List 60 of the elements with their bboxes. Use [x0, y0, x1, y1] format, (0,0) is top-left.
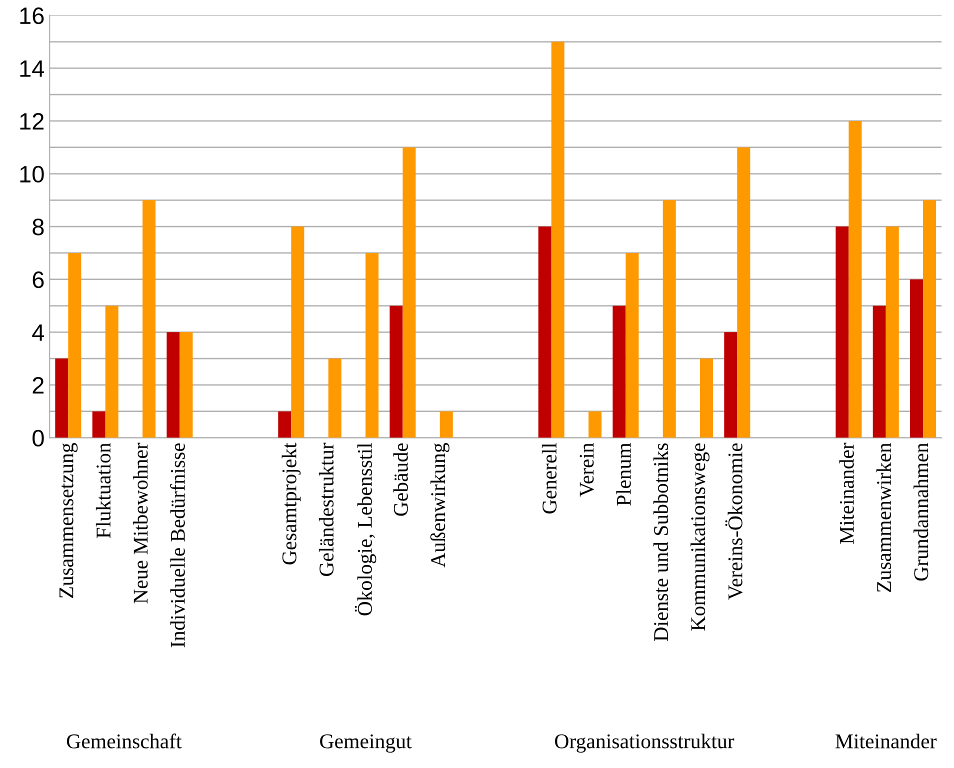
x-tick-label: Generell: [542, 443, 557, 514]
bar: [626, 252, 639, 438]
bar: [737, 147, 750, 438]
x-tick-label: Individuelle Bedürfnisse: [170, 443, 185, 648]
y-tick-label: 4: [32, 324, 44, 341]
bar: [538, 226, 552, 438]
x-tick-label: Ökologie, Lebensstil: [354, 443, 376, 616]
text: Organisationsstruktur: [555, 734, 734, 753]
x-tick-label: Neue Mitbewohner: [133, 442, 148, 604]
bar: [910, 279, 924, 438]
y-tick-label: 10: [20, 166, 44, 183]
x-tick-label: Grundannahmen: [914, 442, 928, 581]
text: Gemeinschaft: [66, 734, 182, 748]
bar: [180, 332, 193, 438]
bar: [724, 332, 738, 438]
x-tick-label: Außenwirkung: [430, 443, 450, 568]
x-tick-label: Zusammensetzung: [60, 443, 78, 598]
bar: [700, 358, 714, 438]
bar: [142, 200, 156, 438]
bar: [68, 252, 82, 438]
bar: [328, 358, 342, 438]
bar: [588, 411, 602, 438]
bar: [886, 226, 899, 438]
bar: [836, 226, 849, 438]
text: Gemeingut: [320, 734, 412, 753]
bar: [872, 306, 886, 438]
bar: [923, 200, 936, 438]
x-tick-label: Gesamtprojekt: [282, 442, 301, 564]
x-tick-label: Zusammenwirken: [876, 442, 892, 592]
x-tick-label: Fluktuation: [96, 442, 111, 538]
bar: [278, 411, 292, 438]
bar: [291, 226, 304, 438]
bar: [662, 200, 676, 438]
y-tick-label: 8: [32, 218, 44, 236]
bar: [105, 306, 118, 438]
y-tick-label: 6: [32, 271, 44, 288]
bar: [848, 120, 862, 438]
y-tick-label: 0: [32, 430, 44, 447]
bar: [551, 42, 564, 438]
text: Miteinander: [836, 734, 937, 748]
bar: [55, 358, 68, 438]
x-tick-label: Verein: [580, 442, 594, 497]
bar: [366, 252, 379, 438]
x-tick-label: Plenum: [616, 442, 631, 506]
y-tick-label: 16: [20, 7, 44, 24]
bar: [92, 411, 106, 438]
y-tick-label: 2: [32, 377, 44, 394]
y-tick-label: 14: [20, 60, 44, 77]
bar: [612, 306, 626, 438]
x-tick-label: Miteinander: [839, 442, 854, 544]
y-tick-label: 12: [20, 113, 44, 130]
x-tick-label: Vereins-Ökonomie: [725, 443, 743, 600]
x-tick-label: Geländestruktur: [318, 442, 334, 576]
bar: [166, 332, 180, 438]
x-tick-label: Kommunikationswege: [690, 443, 710, 631]
x-tick-label: Dienste und Subbotniks: [653, 443, 668, 642]
x-tick-label: Gebäude: [393, 443, 408, 516]
bar: [440, 411, 453, 438]
bar: [402, 147, 416, 438]
bar: [390, 306, 403, 438]
